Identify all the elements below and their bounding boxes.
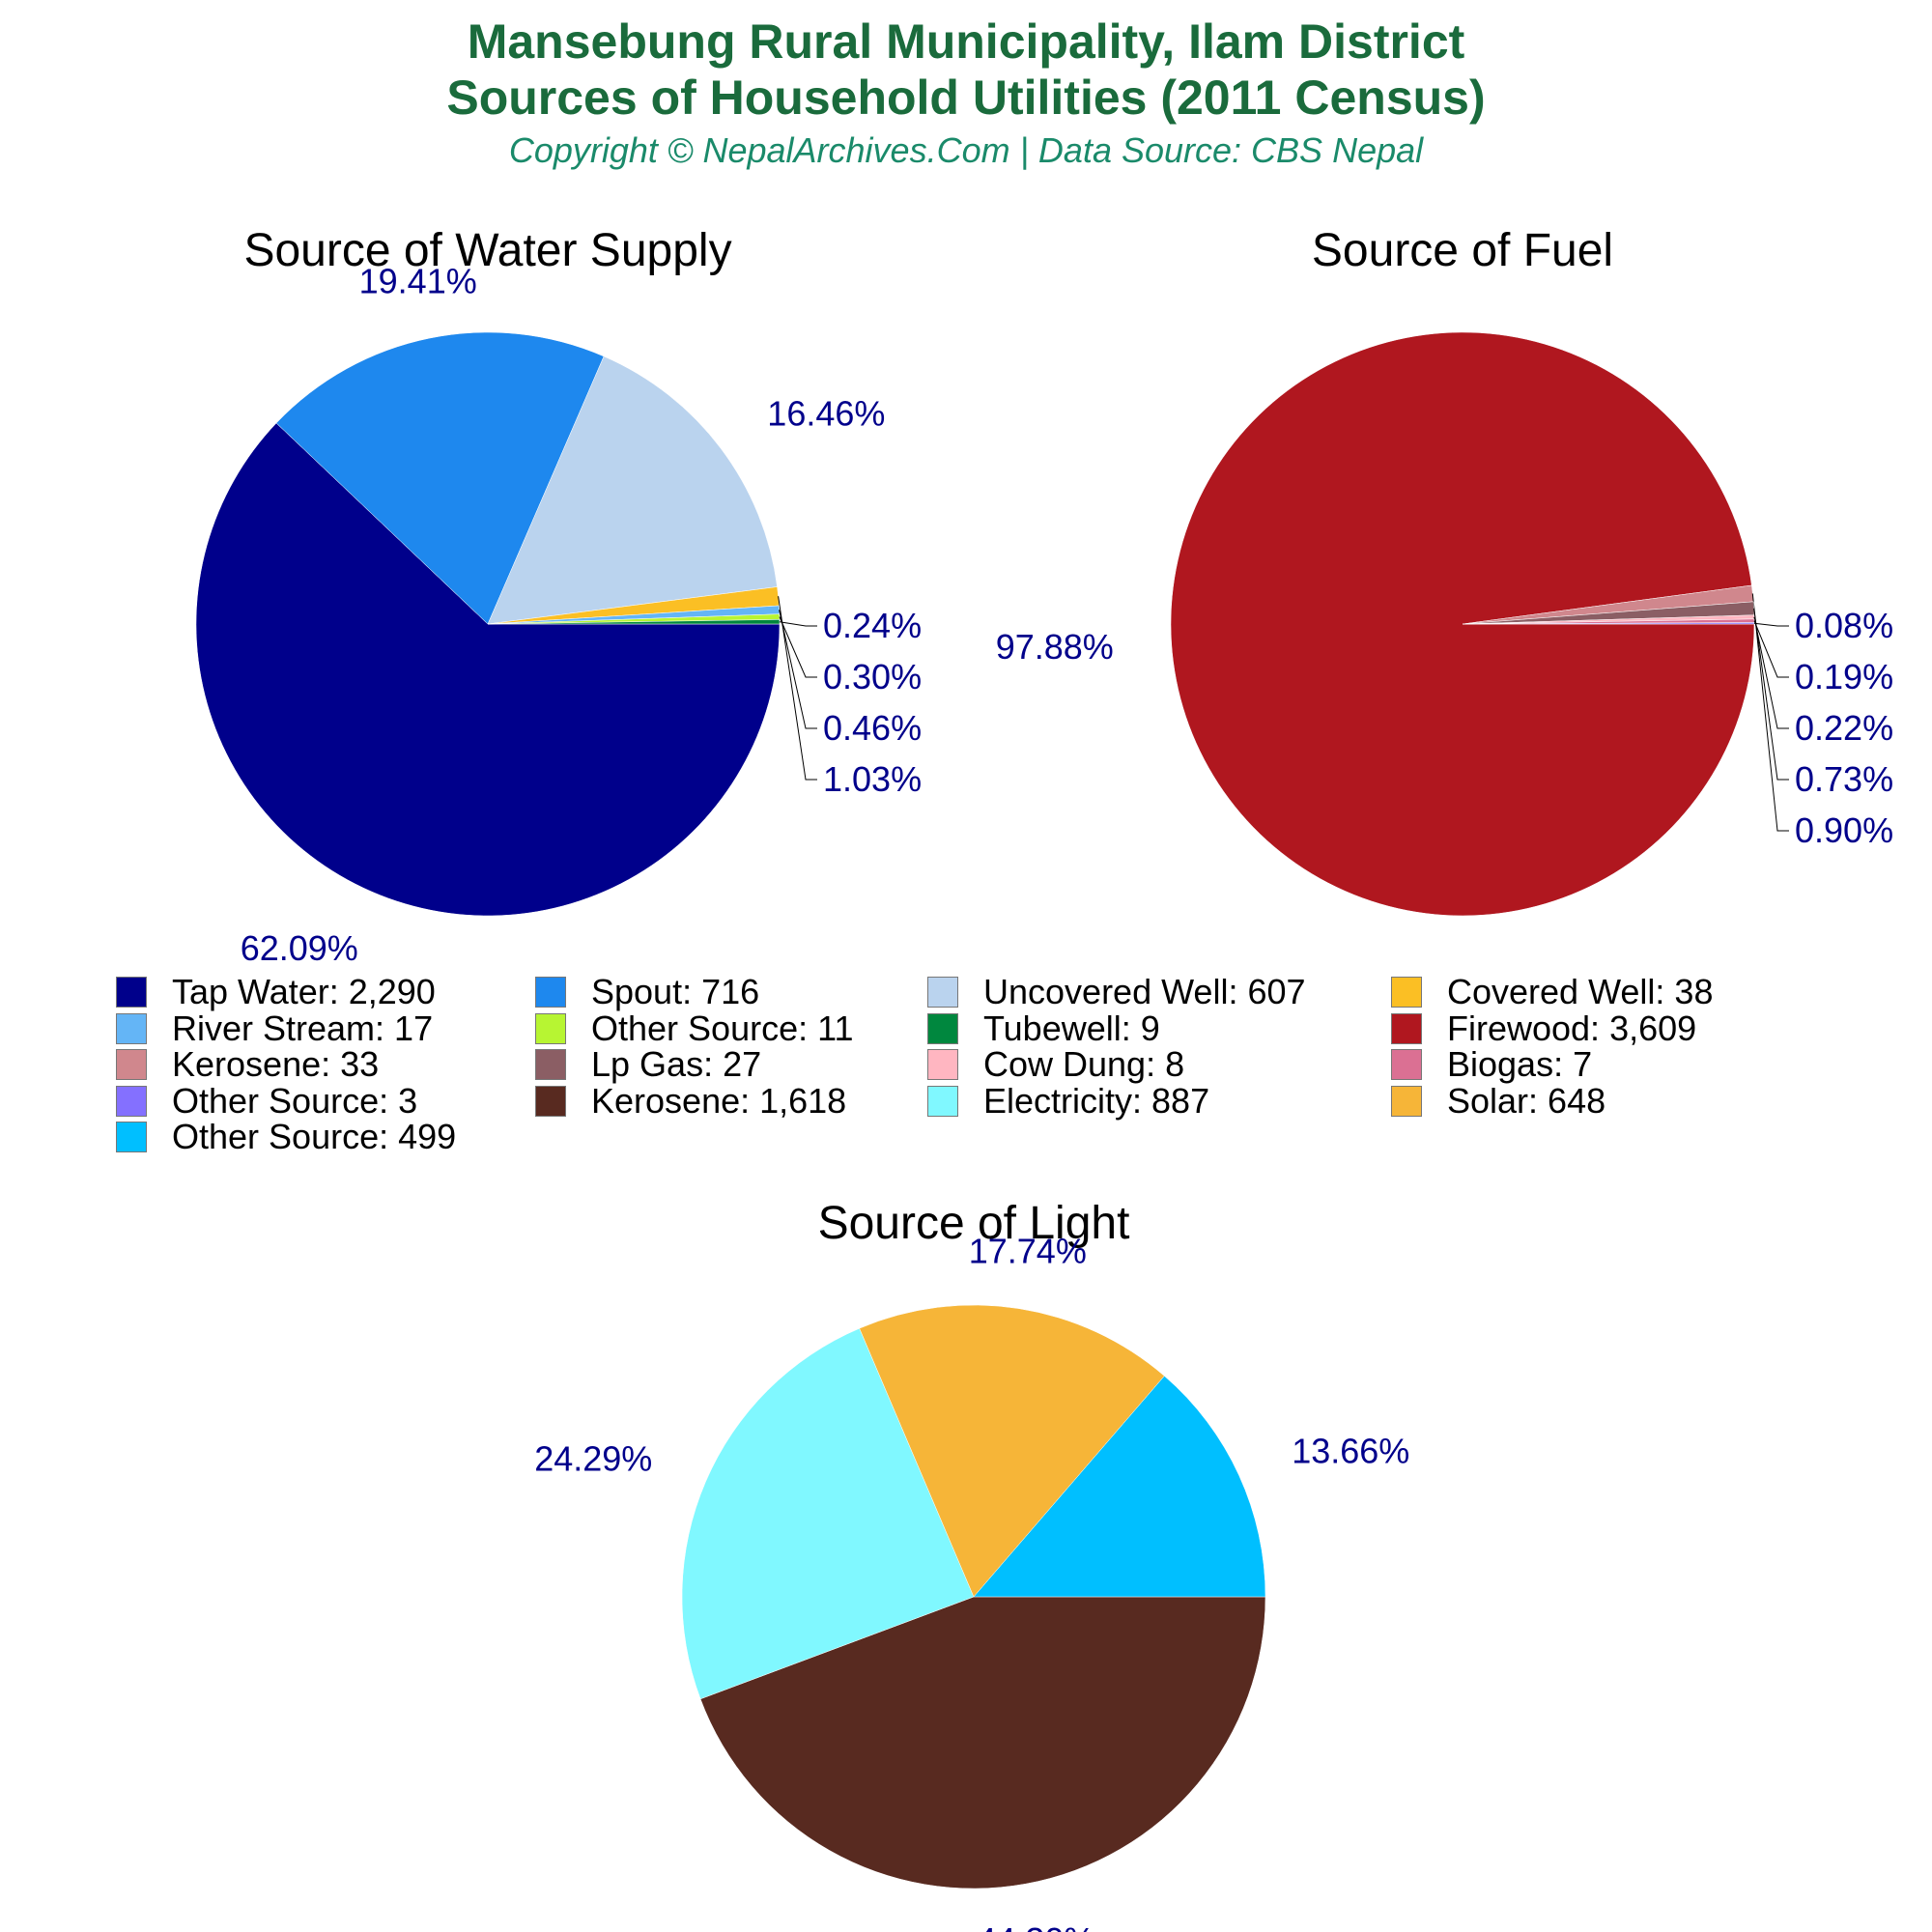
legend-item: Biogas: 7 xyxy=(1391,1044,1592,1085)
pie-slice xyxy=(699,1596,1266,1889)
pie-percent-label: 17.74% xyxy=(969,1231,1087,1270)
pie-percent-label: 62.09% xyxy=(241,928,358,968)
legend-item: Other Source: 3 xyxy=(116,1081,417,1122)
pie-percent-label: 19.41% xyxy=(359,261,477,300)
legend-label: Cow Dung: 8 xyxy=(983,1044,1185,1084)
pie-slice xyxy=(681,1327,975,1700)
legend-item: Covered Well: 38 xyxy=(1391,972,1713,1012)
legend-item: Lp Gas: 27 xyxy=(535,1044,761,1085)
legend-swatch xyxy=(927,1085,958,1117)
legend-item: Spout: 716 xyxy=(535,972,759,1012)
legend-swatch xyxy=(1391,1012,1422,1044)
pie-percent-label: 0.19% xyxy=(1795,657,1893,696)
pie-percent-label: 16.46% xyxy=(767,393,885,433)
pie-label-leader-line xyxy=(1753,616,1789,729)
pie-percent-label: 0.73% xyxy=(1795,759,1893,799)
legend-label: Uncovered Well: 607 xyxy=(983,972,1306,1011)
pie-slice xyxy=(859,1304,1165,1598)
legend-swatch xyxy=(116,1049,147,1080)
title-line-2: Sources of Household Utilities (2011 Cen… xyxy=(446,71,1486,125)
pie-slice xyxy=(195,422,781,917)
legend-label: Tubewell: 9 xyxy=(983,1008,1160,1048)
pie-slice xyxy=(973,1376,1266,1598)
legend-item: Tubewell: 9 xyxy=(927,1009,1160,1049)
legend-label: Spout: 716 xyxy=(591,972,760,1011)
legend-item: Solar: 648 xyxy=(1391,1081,1605,1122)
legend-swatch xyxy=(535,1085,566,1117)
pie-source-of-light: Source of Light 44.30% 24.29% 17.74% 13.66% xyxy=(534,1198,1409,1932)
legend-swatch xyxy=(1391,977,1422,1008)
legend-label: Biogas: 7 xyxy=(1447,1044,1593,1084)
legend-swatch xyxy=(535,977,566,1008)
legend-label: Firewood: 3,609 xyxy=(1447,1008,1697,1048)
legend-swatch xyxy=(116,1085,147,1117)
legend-swatch xyxy=(1391,1049,1422,1080)
legend-label: River Stream: 17 xyxy=(172,1008,434,1048)
legend-label: Lp Gas: 27 xyxy=(591,1044,762,1084)
pie-percent-label: 1.03% xyxy=(823,759,922,799)
pie-label-leader-line xyxy=(778,596,817,781)
legend-swatch xyxy=(116,1122,147,1152)
legend-item: Other Source: 499 xyxy=(116,1117,456,1157)
legend-label: Kerosene: 1,618 xyxy=(591,1080,847,1121)
legend-item: Kerosene: 1,618 xyxy=(535,1081,846,1122)
legend-item: Cow Dung: 8 xyxy=(927,1044,1184,1085)
pie-label-leader-line xyxy=(779,616,817,678)
pie-percent-label: 0.46% xyxy=(823,708,922,748)
pie-label-leader-line xyxy=(1753,622,1789,627)
legend-item: Tap Water: 2,290 xyxy=(116,972,436,1012)
pie-percent-label: 0.08% xyxy=(1795,606,1893,645)
pie-label-leader-line xyxy=(779,610,817,729)
title-line-1: Mansebung Rural Municipality, Ilam Distr… xyxy=(467,14,1465,69)
legend-swatch xyxy=(116,977,147,1008)
pie-percent-label: 97.88% xyxy=(996,627,1114,667)
pie-percent-label: 0.22% xyxy=(1795,708,1893,748)
legend-item: Other Source: 11 xyxy=(535,1009,853,1049)
pie-percent-label: 0.24% xyxy=(823,606,922,645)
pie-percent-label: 13.66% xyxy=(1292,1431,1409,1470)
pie-label-leader-line xyxy=(1753,608,1789,781)
legend-label: Other Source: 3 xyxy=(172,1080,418,1121)
pie-label-leader-line xyxy=(1751,593,1789,832)
legend-label: Solar: 648 xyxy=(1447,1080,1606,1121)
legend-swatch xyxy=(535,1012,566,1044)
legend-label: Electricity: 887 xyxy=(983,1080,1210,1121)
pie-source-of-fuel: Source of Fuel 97.88% 0.90% 0.73% 0.22% 0.19%… xyxy=(996,225,1893,917)
page-title: Mansebung Rural Municipality, Ilam Distr… xyxy=(0,14,1932,126)
legend-item: Firewood: 3,609 xyxy=(1391,1009,1696,1049)
pie-title-source-of-light: Source of Light xyxy=(818,1198,1130,1249)
pie-label-leader-line xyxy=(1753,620,1789,678)
legend-label: Other Source: 499 xyxy=(172,1117,457,1156)
pie-title-source-of-fuel: Source of Fuel xyxy=(1312,225,1613,276)
legend-swatch xyxy=(927,1012,958,1044)
legend-swatch xyxy=(535,1049,566,1080)
legend-label: Kerosene: 33 xyxy=(172,1044,380,1084)
pie-source-of-water-supply: Source of Water Supply 62.09% 19.41% 16.46%… xyxy=(195,225,922,968)
pie-slice xyxy=(275,331,605,625)
pie-percent-label: 44.30% xyxy=(977,1920,1094,1932)
pie-percent-label: 0.90% xyxy=(1795,810,1893,850)
legend-label: Tap Water: 2,290 xyxy=(172,972,436,1011)
legend-item: Kerosene: 33 xyxy=(116,1044,379,1085)
legend-swatch xyxy=(927,977,958,1008)
legend-item: Uncovered Well: 607 xyxy=(927,972,1306,1012)
legend-label: Covered Well: 38 xyxy=(1447,972,1714,1011)
pie-slice xyxy=(487,619,781,625)
legend-item: River Stream: 17 xyxy=(116,1009,433,1049)
page-subtitle: Copyright © NepalArchives.Com | Data Sou… xyxy=(508,130,1424,170)
legend-swatch xyxy=(116,1012,147,1044)
legend-label: Other Source: 11 xyxy=(591,1008,854,1048)
legend-swatch xyxy=(1391,1085,1422,1117)
legend-item: Electricity: 887 xyxy=(927,1081,1209,1122)
pie-percent-label: 0.30% xyxy=(823,657,922,696)
pie-percent-label: 24.29% xyxy=(534,1438,652,1478)
pie-title-source-of-water-supply: Source of Water Supply xyxy=(243,225,731,276)
pie-label-leader-line xyxy=(779,621,817,627)
pie-slice xyxy=(487,355,778,625)
legend-swatch xyxy=(927,1049,958,1080)
